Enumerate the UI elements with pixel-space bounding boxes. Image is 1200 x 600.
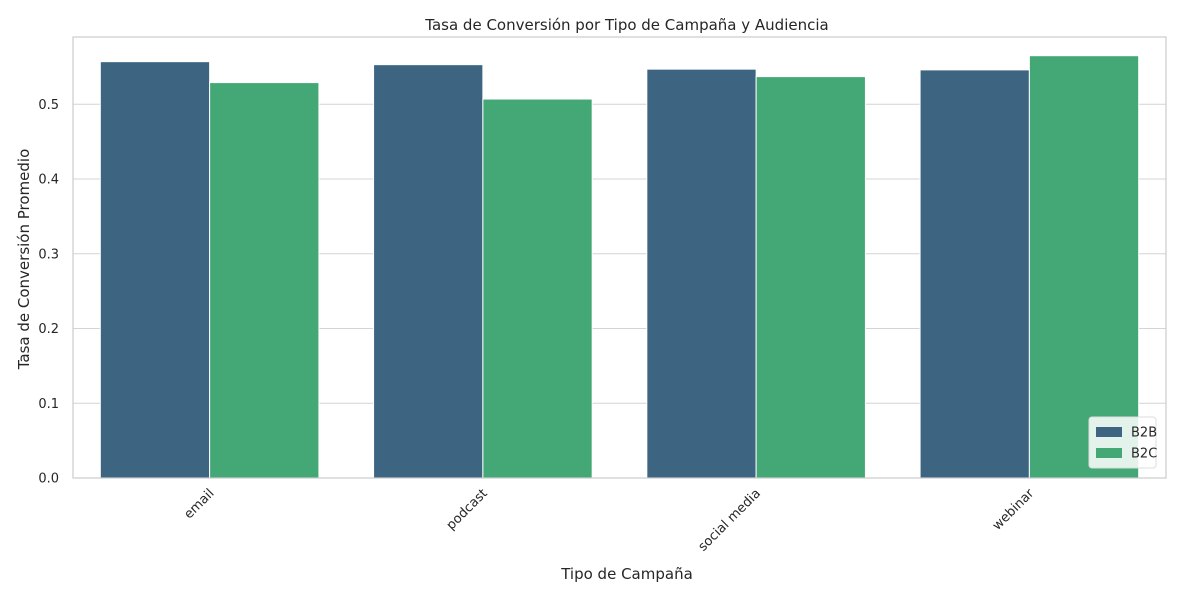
y-tick-label: 0.3 <box>38 247 59 262</box>
bar-b2c-email <box>209 82 320 479</box>
y-axis-title: Tasa de Conversión Promedio <box>15 149 33 371</box>
x-tick-label: webinar <box>990 486 1038 534</box>
x-tick-label: email <box>181 486 217 522</box>
bars <box>99 55 1140 479</box>
x-axis-title: Tipo de Campaña <box>560 565 693 583</box>
y-tick-label: 0.0 <box>38 472 59 487</box>
plot-frame <box>72 36 1167 479</box>
bar-b2b-social-media <box>646 68 757 479</box>
legend-swatch-b2c <box>1096 448 1122 458</box>
x-tick-labels: email podcast social media webinar <box>181 486 1037 555</box>
legend-label-b2c: B2C <box>1131 447 1157 462</box>
y-tick-label: 0.1 <box>38 397 59 412</box>
x-tick-label: podcast <box>444 486 491 533</box>
bar-b2c-social-media <box>755 76 866 479</box>
bar-b2b-webinar <box>919 69 1030 479</box>
y-tick-label: 0.4 <box>38 173 59 188</box>
x-tick-label: social media <box>696 486 764 554</box>
y-tick-labels: 0.0 0.1 0.2 0.3 0.4 0.5 <box>38 98 59 487</box>
bar-b2b-email <box>99 61 211 479</box>
bar-b2c-podcast <box>482 98 593 479</box>
bar-b2c-webinar <box>1028 55 1140 479</box>
y-tick-label: 0.2 <box>38 322 59 337</box>
chart-title: Tasa de Conversión por Tipo de Campaña y… <box>424 16 828 34</box>
y-tick-label: 0.5 <box>38 98 59 113</box>
bar-b2b-podcast <box>373 64 484 479</box>
legend-label-b2b: B2B <box>1131 426 1157 441</box>
legend-swatch-b2b <box>1096 427 1122 437</box>
